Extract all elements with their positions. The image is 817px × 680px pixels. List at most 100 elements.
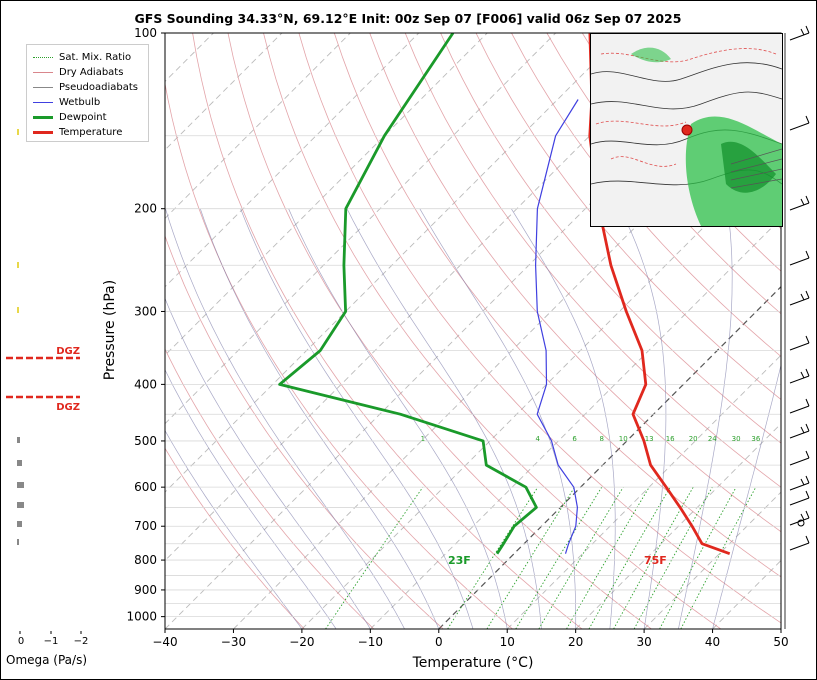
y-tick-label: 300 (134, 304, 157, 318)
barb-shaft (789, 457, 810, 466)
y-tick-label: 100 (134, 26, 157, 40)
barb-flag (805, 250, 810, 259)
dry-adiabat-line (165, 348, 375, 629)
omega-axis-label: Omega (Pa/s) (6, 653, 87, 667)
wind-barb (789, 535, 810, 551)
dry-adiabat-line (440, 33, 781, 444)
pseudoadiabat-line (165, 208, 405, 629)
barb-shaft (789, 342, 810, 351)
dry-adiabat-line (165, 234, 444, 629)
x-tick-label: 0 (435, 635, 443, 649)
legend-label: Sat. Mix. Ratio (59, 51, 132, 63)
mix-ratio-label: 16 (666, 435, 675, 443)
y-tick-label: 1000 (126, 610, 157, 624)
x-tick-label: −40 (152, 635, 177, 649)
dgz-top-label: DGZ (56, 346, 80, 357)
dry-adiabat-line (263, 33, 722, 629)
dgz-bottom-label: DGZ (56, 402, 80, 413)
legend-swatch (33, 56, 53, 58)
chart-legend: Sat. Mix. Ratio Dry Adiabats Pseudoadiab… (26, 44, 149, 142)
mix-ratio-labels: 1 4 6 8 10 13 16 20 24 30 36 (421, 435, 761, 443)
wind-barb (789, 450, 810, 466)
barb-flag (800, 478, 805, 486)
mix-ratio-line (325, 486, 424, 629)
mix-ratio-line (680, 486, 757, 629)
barb-flag (800, 371, 805, 379)
legend-item-dewpoint: Dewpoint (27, 110, 107, 124)
barb-shaft (789, 375, 810, 384)
dewpoint-profile-line (278, 33, 538, 555)
wind-barb (789, 475, 810, 491)
pseudoadiabat-line (165, 429, 303, 629)
omega-bar (17, 307, 19, 313)
isotherm-line (165, 33, 420, 288)
barb-flag (805, 335, 810, 344)
dry-adiabat-line (511, 33, 781, 358)
surface-temperature-label: 75F (644, 554, 667, 567)
inset-map (590, 33, 783, 227)
x-tick-label: 30 (636, 635, 651, 649)
legend-item-temperature: Temperature (27, 125, 122, 139)
barb-shaft (789, 122, 810, 131)
mix-ratio-label: 6 (572, 435, 577, 443)
mix-ratio-line (588, 486, 671, 629)
dry-adiabat-line (298, 33, 781, 624)
plot-border (164, 32, 782, 630)
barb-flag (800, 198, 805, 206)
omega-bar (17, 539, 19, 545)
legend-item-dry-adiabats: Dry Adiabats (27, 65, 123, 79)
legend-swatch (33, 115, 53, 119)
barb-flag (805, 398, 810, 407)
pseudoadiabat-line (165, 368, 337, 629)
legend-item-wetbulb: Wetbulb (27, 95, 100, 109)
barb-shaft (789, 297, 810, 306)
dry-adiabat-line (369, 33, 781, 533)
wetbulb-profile-line (534, 99, 579, 554)
wind-barbs-column (784, 25, 810, 629)
isotherm-line (438, 285, 781, 629)
y-tick-label: 200 (134, 202, 157, 216)
x-tick-label: −10 (358, 635, 383, 649)
wind-barb (789, 398, 810, 414)
barb-shaft (789, 405, 810, 414)
barb-flag (805, 423, 810, 432)
omega-tick-1: −1 (44, 636, 59, 647)
dry-adiabat-line (546, 33, 781, 315)
isotherm-line (506, 354, 781, 629)
mix-ratio-line (447, 486, 539, 629)
legend-item-pseudoadiabats: Pseudoadiabats (27, 80, 138, 94)
isotherm-line (165, 33, 283, 151)
pseudoadiabat-line (419, 208, 577, 629)
y-tick-label: 900 (134, 583, 157, 597)
mix-ratio-label: 4 (536, 435, 541, 443)
omega-tick-0: 0 (18, 636, 24, 647)
wind-barb (789, 290, 810, 306)
x-tick-label: 20 (568, 635, 583, 649)
omega-bar (17, 262, 19, 268)
legend-item-mix-ratio: Sat. Mix. Ratio (27, 50, 131, 64)
barb-flag (805, 490, 810, 499)
calm-wind-circle (797, 519, 805, 527)
omega-bar (17, 437, 20, 443)
barb-shaft (789, 497, 810, 506)
legend-label: Temperature (59, 126, 123, 138)
isotherm-line (370, 217, 781, 629)
dry-adiabat-line (165, 447, 305, 629)
x-tick-label: −30 (221, 635, 246, 649)
wind-barb (789, 25, 810, 41)
mix-ratio-label: 8 (599, 435, 603, 443)
mix-ratio-label: 20 (689, 435, 698, 443)
omega-bar (17, 460, 22, 466)
dry-adiabat-line (795, 33, 817, 629)
wind-barb (789, 368, 810, 384)
pseudoadiabat-line (511, 208, 616, 629)
isotherm-line (780, 628, 781, 629)
omega-bar (17, 129, 19, 135)
mix-ratio-line (613, 486, 694, 629)
legend-label: Wetbulb (59, 96, 101, 108)
wind-barb (789, 195, 810, 211)
pseudoadiabat-line (288, 208, 508, 629)
barb-shaft (789, 430, 810, 439)
barb-shaft (789, 482, 810, 491)
y-tick-label: 800 (134, 553, 157, 567)
